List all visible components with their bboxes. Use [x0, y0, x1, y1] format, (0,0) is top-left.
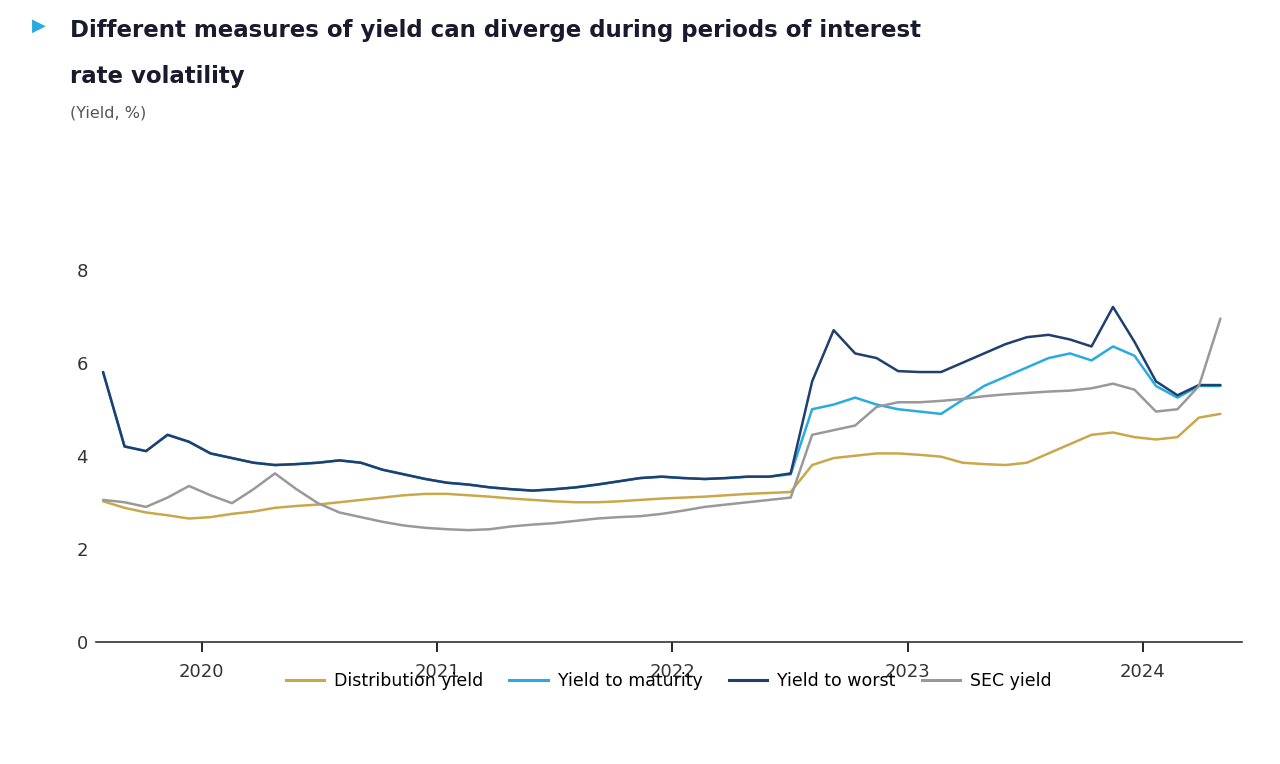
Text: ▶: ▶: [32, 17, 46, 35]
Line: Distribution yield: Distribution yield: [104, 414, 1220, 519]
Yield to worst: [826, 325, 841, 335]
SEC yield: [1106, 379, 1121, 388]
Distribution yield: [96, 497, 111, 506]
Yield to maturity: [1106, 342, 1121, 351]
Line: Yield to worst: Yield to worst: [104, 307, 1220, 490]
Distribution yield: [417, 489, 433, 498]
SEC yield: [977, 392, 992, 401]
Distribution yield: [182, 514, 197, 523]
SEC yield: [783, 493, 799, 502]
SEC yield: [397, 521, 412, 530]
SEC yield: [826, 426, 841, 435]
Yield to worst: [525, 486, 540, 495]
Yield to worst: [397, 470, 412, 479]
Yield to worst: [847, 349, 863, 358]
Yield to maturity: [1212, 381, 1228, 390]
Yield to maturity: [826, 400, 841, 410]
Distribution yield: [783, 487, 799, 497]
Yield to worst: [762, 472, 777, 481]
Yield to worst: [96, 367, 111, 377]
Line: Yield to maturity: Yield to maturity: [104, 346, 1220, 490]
Yield to maturity: [762, 472, 777, 481]
Text: rate volatility: rate volatility: [70, 65, 244, 88]
Yield to maturity: [783, 470, 799, 479]
Legend: Distribution yield, Yield to maturity, Yield to worst, SEC yield: Distribution yield, Yield to maturity, Y…: [279, 665, 1059, 698]
Distribution yield: [826, 454, 841, 463]
Yield to worst: [1106, 303, 1121, 312]
Distribution yield: [762, 488, 777, 497]
Yield to maturity: [96, 367, 111, 377]
Yield to maturity: [525, 486, 540, 495]
Yield to maturity: [847, 393, 863, 402]
SEC yield: [461, 526, 476, 535]
Distribution yield: [977, 459, 992, 468]
Yield to worst: [1212, 380, 1228, 390]
Text: Different measures of yield can diverge during periods of interest: Different measures of yield can diverge …: [70, 19, 922, 42]
SEC yield: [762, 495, 777, 504]
Yield to maturity: [397, 470, 412, 479]
Distribution yield: [1106, 428, 1121, 437]
Yield to maturity: [977, 381, 992, 390]
Yield to worst: [783, 469, 799, 478]
Text: (Yield, %): (Yield, %): [70, 105, 147, 121]
Yield to worst: [977, 349, 992, 358]
SEC yield: [96, 495, 111, 504]
Line: SEC yield: SEC yield: [104, 319, 1220, 530]
SEC yield: [1212, 314, 1228, 323]
Distribution yield: [1212, 410, 1228, 419]
